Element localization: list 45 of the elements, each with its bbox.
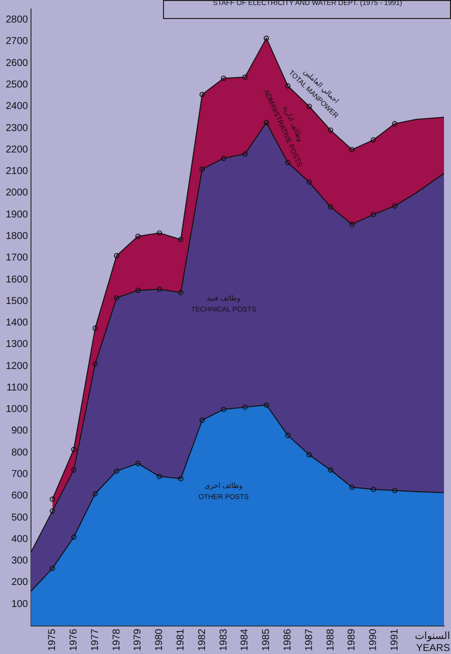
y-tick-label: 2400 <box>6 101 28 112</box>
x-tick-label: 1986 <box>282 628 294 652</box>
y-tick-label: 1900 <box>6 209 28 220</box>
x-tick-label: 1991 <box>390 628 401 652</box>
y-tick-label: 2500 <box>6 79 28 90</box>
y-tick-label: 200 <box>11 577 28 588</box>
x-tick-label: 1979 <box>132 628 144 652</box>
x-tick-label: 1983 <box>218 628 230 652</box>
x-tick-label: 1987 <box>304 628 315 652</box>
y-tick-label: 1500 <box>6 296 28 307</box>
x-tick-label: 1981 <box>176 628 187 652</box>
x-tick-label: 1976 <box>68 628 80 652</box>
x-tick-label: 1978 <box>111 628 122 652</box>
y-tick-label: 1700 <box>6 252 28 264</box>
y-tick-label: 1000 <box>6 404 28 416</box>
y-tick-label: 1600 <box>6 274 28 286</box>
y-tick-label: 2600 <box>6 58 28 69</box>
y-tick-label: 1800 <box>6 230 28 242</box>
y-tick-label: 1300 <box>6 339 28 350</box>
x-tick-label: 1990 <box>368 628 380 652</box>
x-tick-label: 1977 <box>90 628 101 652</box>
y-tick-label: 2000 <box>6 188 28 199</box>
y-tick-label: 2100 <box>6 166 28 178</box>
y-tick-label: 800 <box>11 447 28 458</box>
y-tick-label: 2800 <box>6 14 28 26</box>
y-tick-label: 300 <box>11 556 28 567</box>
x-tick-label: 1988 <box>325 628 336 652</box>
x-tick-label: 1989 <box>346 628 358 652</box>
x-tick-label: 1980 <box>154 628 166 652</box>
y-tick-label: 500 <box>11 512 28 524</box>
y-tick-label: 900 <box>11 426 28 437</box>
y-tick-label: 600 <box>11 490 28 502</box>
y-tick-label: 2300 <box>6 122 28 134</box>
y-tick-label: 400 <box>11 534 28 545</box>
y-tick-label: 2200 <box>6 144 28 156</box>
y-tick-label: 1100 <box>6 382 28 394</box>
y-tick-label: 700 <box>11 469 28 480</box>
x-tick-label: 1982 <box>196 628 208 652</box>
y-tick-label: 100 <box>11 598 28 610</box>
x-tick-label: 1975 <box>47 628 58 652</box>
x-tick-label: 1984 <box>240 628 251 652</box>
y-tick-label: 2700 <box>6 36 28 48</box>
x-tick-label: 1985 <box>261 628 272 652</box>
y-tick-label: 1200 <box>6 360 28 372</box>
y-tick-label: 1400 <box>6 318 28 329</box>
